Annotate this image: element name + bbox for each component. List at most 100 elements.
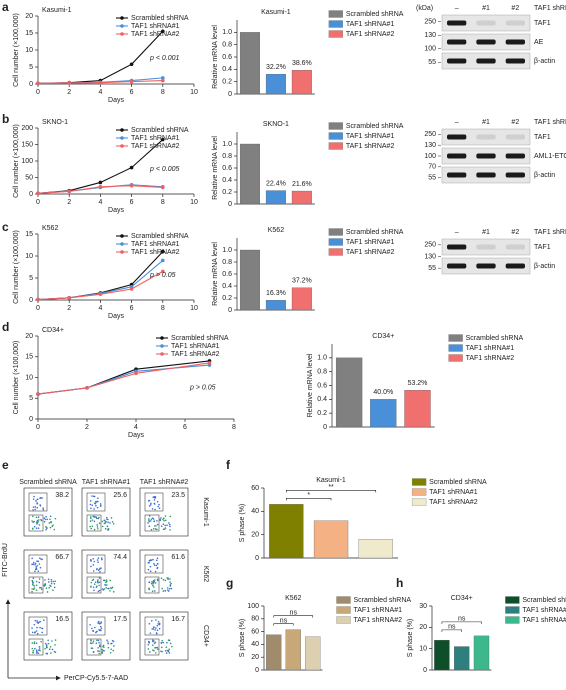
flow-event — [101, 558, 103, 561]
flow-event — [39, 586, 41, 589]
flow-event — [90, 560, 92, 562]
flow-event — [113, 645, 115, 647]
protein-label: AE — [534, 39, 544, 46]
panel-label: h — [396, 576, 403, 590]
flow-event — [156, 624, 159, 627]
flow-event — [31, 627, 33, 629]
flow-x-axis-label: PerCP-Cy5.5-7-AAD — [64, 675, 128, 682]
x-tick-label: 0 — [36, 89, 40, 96]
flow-event — [96, 506, 99, 509]
blot-band — [505, 263, 525, 269]
blot-band — [476, 244, 496, 250]
flow-event — [171, 645, 173, 648]
x-tick-label: 6 — [130, 305, 134, 312]
bar — [335, 357, 363, 428]
flow-event — [162, 523, 165, 525]
flow-event — [47, 642, 50, 645]
legend-label: Scrambled shRNA — [522, 597, 566, 604]
flow-event — [32, 652, 34, 654]
flow-event — [149, 565, 152, 568]
flow-event — [112, 522, 115, 525]
flow-event — [170, 582, 172, 585]
chart-title: CD34+ — [372, 333, 394, 340]
x-tick-label: 4 — [98, 305, 102, 312]
legend-label: TAF1 shRNA#2 — [354, 617, 403, 624]
y-axis-label: Cell number (×100,000) — [13, 230, 20, 304]
flow-event — [96, 500, 98, 503]
flow-event — [90, 642, 93, 645]
legend-label: TAF1 shRNA#2 — [131, 249, 180, 256]
flow-event — [96, 524, 98, 526]
flow-event — [148, 581, 151, 583]
marker-label: 130 — [424, 253, 436, 260]
flow-event — [162, 518, 164, 521]
flow-event — [169, 581, 171, 583]
flow-event — [45, 645, 48, 647]
flow-event — [91, 525, 94, 528]
flow-event — [49, 518, 51, 521]
flow-event — [160, 646, 163, 649]
flow-event — [34, 570, 36, 573]
x-tick-label: 8 — [161, 89, 165, 96]
blot-band — [476, 153, 496, 159]
flow-event — [107, 641, 109, 643]
flow-event — [105, 579, 108, 581]
panel-label: e — [2, 458, 9, 472]
flow-gate — [28, 616, 48, 636]
legend-label: TAF1 shRNA#1 — [171, 343, 220, 350]
y-axis-label: S phase (%) — [239, 504, 246, 543]
flow-event — [112, 590, 115, 593]
value-label: 40.0% — [373, 389, 393, 396]
panel-label: g — [226, 576, 233, 590]
flow-event — [154, 579, 156, 581]
x-tick-label: 4 — [98, 89, 102, 96]
flow-gate — [86, 492, 106, 512]
flow-event — [92, 558, 94, 560]
flow-event — [158, 623, 161, 626]
flow-event — [38, 648, 41, 650]
legend-marker — [120, 242, 124, 246]
flow-event — [94, 626, 96, 629]
flow-event — [93, 495, 96, 498]
flow-event — [160, 577, 163, 580]
flow-event — [35, 566, 37, 568]
flow-event — [52, 589, 54, 591]
value-label: 53.2% — [408, 380, 428, 387]
value-label: 38.6% — [292, 60, 312, 67]
flow-event — [93, 583, 96, 585]
blot-band — [505, 134, 525, 140]
flow-event — [48, 522, 51, 524]
flow-percentage: 16.7 — [171, 616, 185, 623]
x-tick-label: 10 — [190, 89, 198, 96]
legend-label: TAF1 shRNA#1 — [346, 133, 395, 140]
flow-event — [167, 522, 170, 524]
significance-label: ns — [458, 616, 466, 623]
flow-plot — [81, 549, 131, 599]
flow-event — [101, 648, 103, 651]
flow-event — [109, 522, 111, 524]
bar — [265, 190, 286, 205]
data-point — [67, 81, 71, 85]
flow-gate — [28, 514, 44, 532]
panel-label: f — [226, 458, 231, 472]
flow-event — [164, 519, 167, 522]
chart-title: K562 — [285, 595, 301, 602]
bar — [404, 390, 431, 428]
legend-label: TAF1 shRNA#2 — [131, 31, 180, 38]
y-tick-label: 15 — [25, 30, 33, 37]
flow-event — [98, 584, 100, 587]
y-tick-label: 0.6 — [317, 382, 327, 389]
y-tick-label: 0 — [228, 307, 232, 314]
bar — [454, 646, 470, 671]
flow-event — [92, 640, 95, 642]
marker-label: 130 — [424, 32, 436, 39]
flow-event — [162, 528, 165, 531]
legend-label: TAF1 shRNA#1 — [522, 607, 566, 614]
y-tick-label: 0.4 — [222, 283, 232, 290]
x-axis-label: Days — [128, 432, 144, 439]
flow-event — [165, 646, 168, 648]
flow-event — [90, 586, 92, 588]
x-axis-label: Days — [108, 97, 124, 104]
y-tick-label: 0.2 — [222, 79, 232, 86]
series-line — [37, 30, 164, 84]
